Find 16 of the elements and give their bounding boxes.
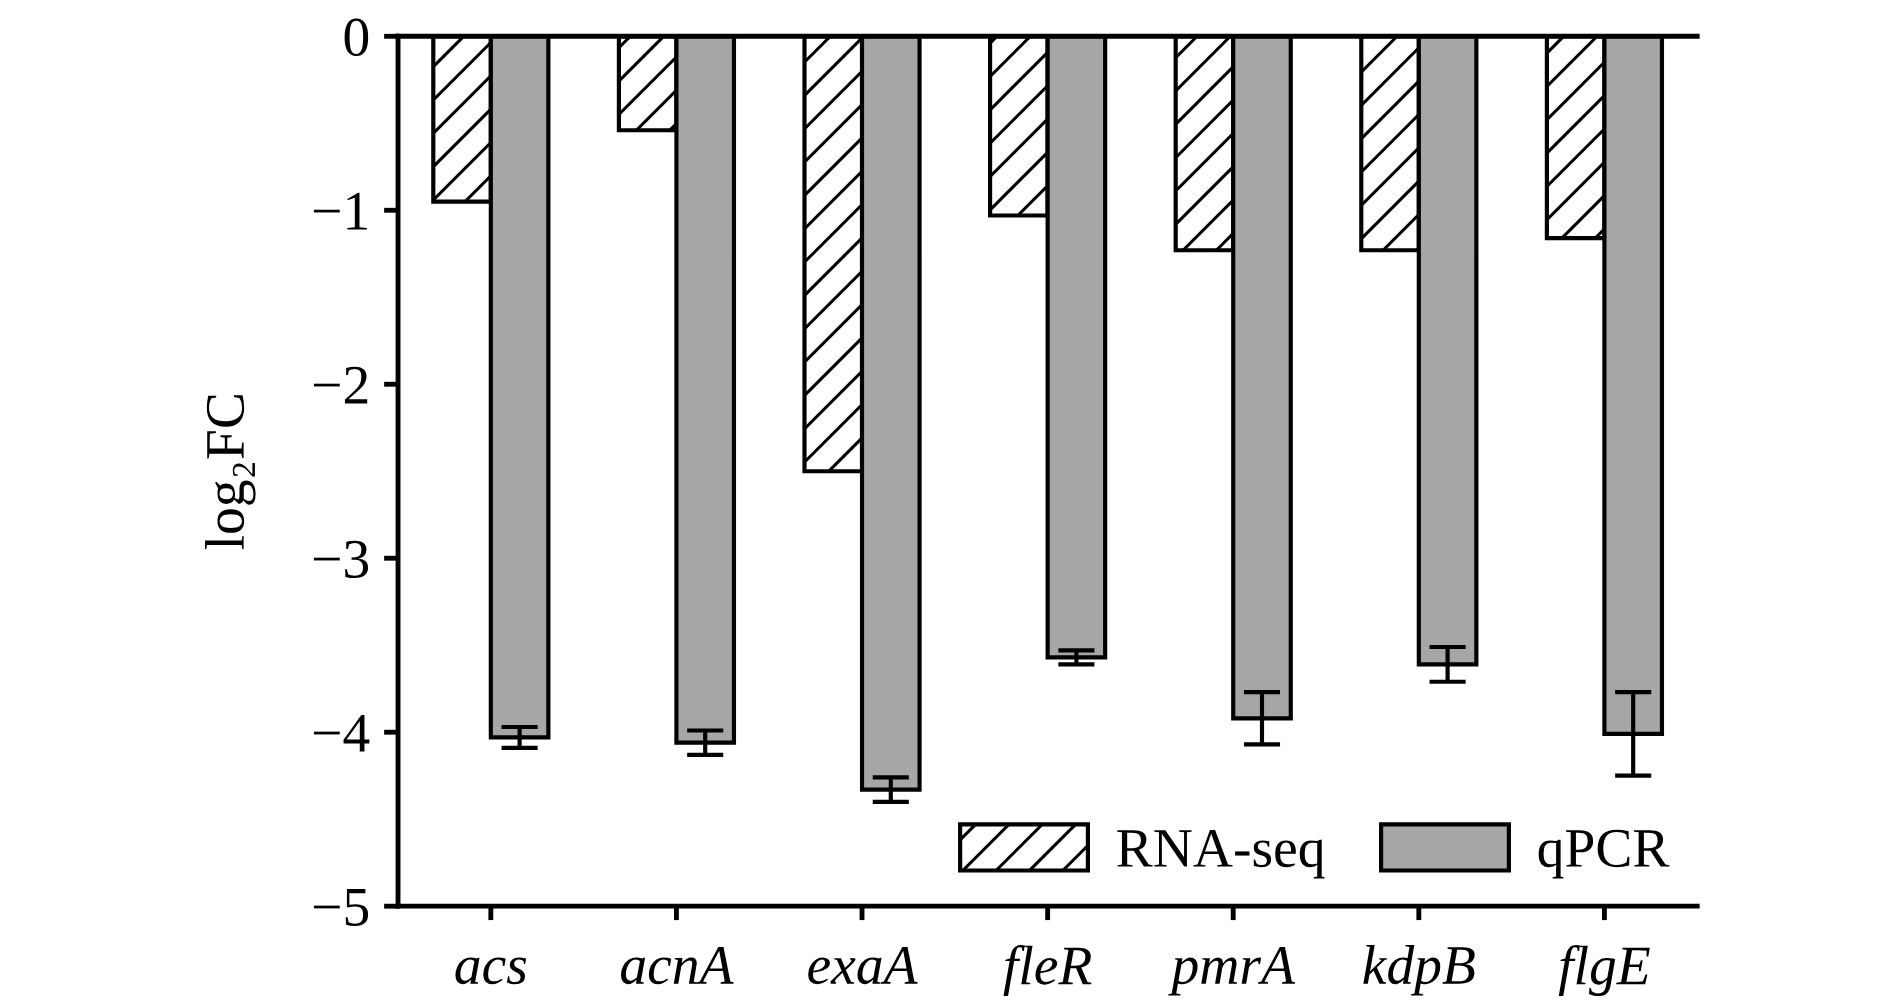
legend-label: qPCR: [1538, 829, 1670, 879]
y-tick-label: −3: [313, 540, 369, 579]
legend-label: RNA-seq: [1117, 829, 1325, 879]
y-tick-label: −1: [313, 192, 367, 230]
x-tick-label: acnA: [621, 946, 734, 985]
y-tick-label: 0: [344, 18, 369, 57]
y-axis-title: log₂FC: [205, 395, 256, 550]
x-tick-label: exaA: [808, 946, 918, 985]
x-tick-label: kdpB: [1363, 945, 1475, 996]
y-tick-label: −5: [313, 889, 369, 927]
x-tick-label: acs: [455, 957, 527, 985]
x-tick-label: pmrA: [1168, 946, 1296, 996]
y-tick-label: −2: [313, 366, 368, 404]
y-tick-label: −4: [313, 714, 370, 752]
x-tick-label: flgE: [1558, 945, 1650, 997]
x-tick-label: fleR: [1003, 945, 1092, 997]
